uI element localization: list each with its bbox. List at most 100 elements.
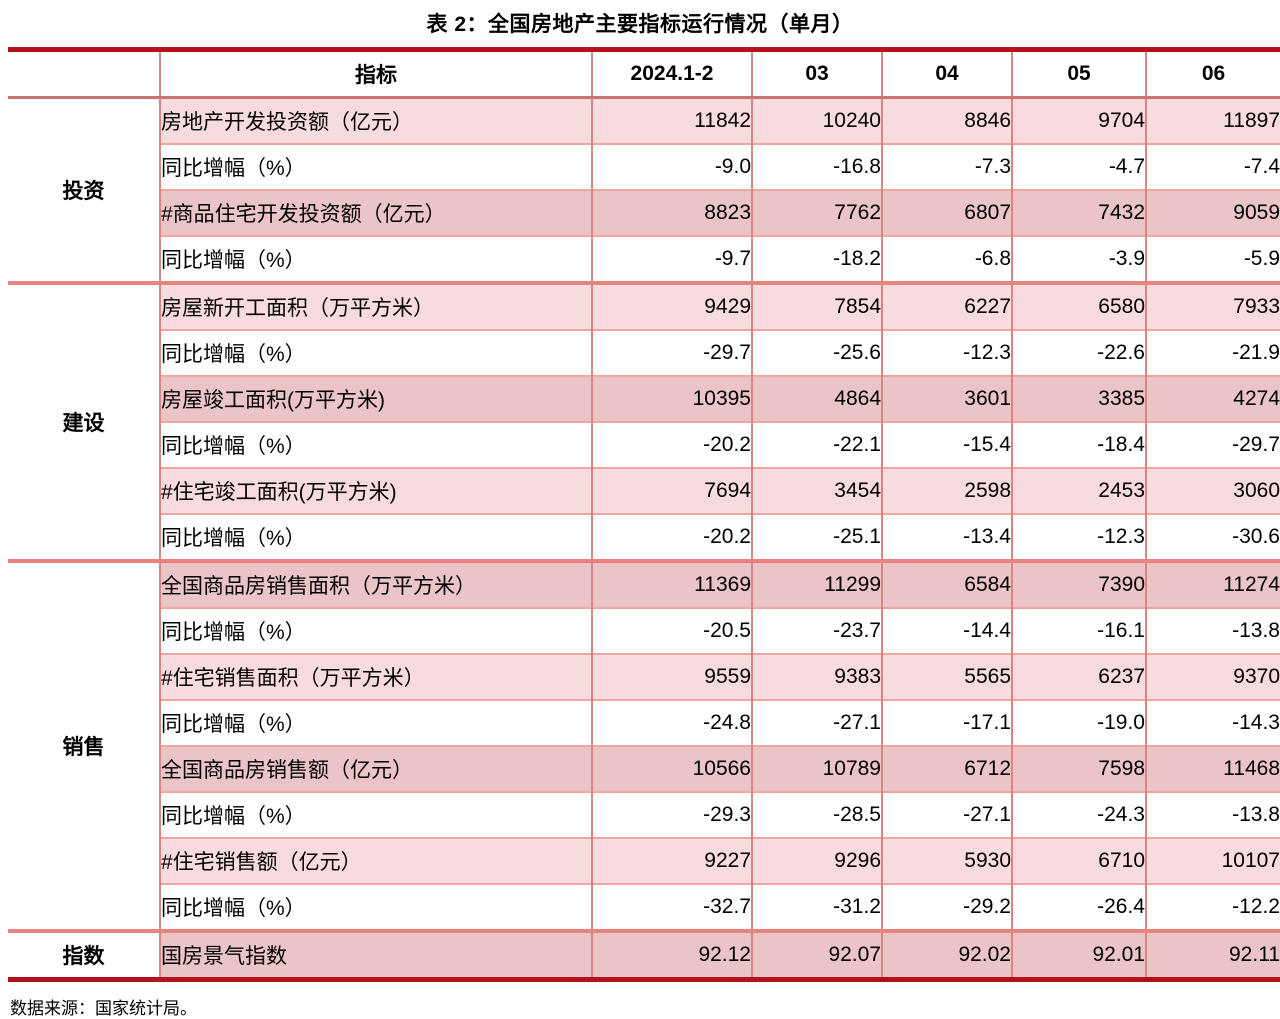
cell-value: 7432 [1011,189,1146,236]
cell-value: 92.01 [1011,931,1146,980]
cell-value: 9559 [591,653,752,700]
cell-value: 3060 [1145,467,1280,514]
cell-value: -18.2 [751,235,882,283]
cell-value: 10240 [751,97,882,144]
row-label: #住宅竣工面积(万平方米) [159,467,592,514]
cell-value: -29.7 [591,329,752,376]
cell-value: 10566 [591,745,752,792]
table-row: 建设 房屋新开工面积（万平方米） 9429 7854 6227 6580 7933 [8,283,1280,561]
cell-value: 11468 [1145,745,1280,792]
cell-value: 10789 [751,745,882,792]
cell-value: -29.3 [591,791,752,838]
cell-value: 9227 [591,837,752,884]
cell-value: -12.3 [881,329,1012,376]
row-label: 同比增幅（%） [159,607,592,654]
cell-value: -13.4 [881,513,1012,561]
cell-value: -18.4 [1011,421,1146,468]
cell-value: -23.7 [751,607,882,654]
cell-value: 2453 [1011,467,1146,514]
table-row: #住宅竣工面积(万平方米) 7694 3454 2598 2453 3060 [8,467,1280,514]
row-group: 建设 房屋新开工面积（万平方米） 9429 7854 6227 6580 7933 同比增幅（… [8,283,1280,561]
row-label: 同比增幅（%） [159,235,592,283]
header-cell-period: 05 [1011,49,1146,99]
cell-value: 7390 [1011,561,1146,608]
cell-value: 6807 [881,189,1012,236]
row-label: #住宅销售面积（万平方米） [159,653,592,700]
cell-value: 3601 [881,375,1012,422]
table-row: 销售 全国商品房销售面积（万平方米） 11369 11299 6584 7390 11274 [8,561,1280,931]
cell-value: 6710 [1011,837,1146,884]
cell-value: 9429 [591,283,752,330]
cell-value: -26.4 [1011,883,1146,931]
table-title: 表 2：全国房地产主要指标运行情况（单月） [426,13,854,36]
cell-value: -7.3 [881,143,1012,190]
cell-value: 11842 [591,97,752,144]
cell-value: 10395 [591,375,752,422]
cell-value: -27.1 [751,699,882,746]
table-row: 同比增幅（%） -29.7 -25.6 -12.3 -22.6 -21.9 [8,329,1280,376]
row-label: 同比增幅（%） [159,421,592,468]
cell-value: -28.5 [751,791,882,838]
cell-value: -29.7 [1145,421,1280,468]
table-header: 指标 2024.1-2 03 04 05 06 [8,49,1280,99]
cell-value: -19.0 [1011,699,1146,746]
table-row: #住宅销售面积（万平方米） 9559 9383 5565 6237 9370 [8,653,1280,700]
cell-value: -7.4 [1145,143,1280,190]
header-cell-period: 06 [1145,49,1280,99]
cell-value: 5930 [881,837,1012,884]
cell-value: 92.07 [751,931,882,980]
table-row: #商品住宅开发投资额（亿元） 8823 7762 6807 7432 9059 [8,189,1280,236]
cell-value: 7854 [751,283,882,330]
cell-value: 6580 [1011,283,1146,330]
table-row: 同比增幅（%） -9.7 -18.2 -6.8 -3.9 -5.9 [8,235,1280,283]
cell-value: -13.8 [1145,791,1280,838]
cell-value: -22.6 [1011,329,1146,376]
row-label: 同比增幅（%） [159,699,592,746]
cell-value: -12.2 [1145,883,1280,931]
cell-value: -25.1 [751,513,882,561]
table-row: #住宅销售额（亿元） 9227 9296 5930 6710 10107 [8,837,1280,884]
table-row: 同比增幅（%） -29.3 -28.5 -27.1 -24.3 -13.8 [8,791,1280,838]
cell-value: 9296 [751,837,882,884]
table-row: 同比增幅（%） -20.5 -23.7 -14.4 -16.1 -13.8 [8,607,1280,654]
cell-value: 11897 [1145,97,1280,144]
source-note: 数据来源：国家统计局。 [10,999,197,1018]
cell-value: 4274 [1145,375,1280,422]
cell-value: -14.3 [1145,699,1280,746]
cell-value: 7694 [591,467,752,514]
row-label: 房地产开发投资额（亿元） [159,97,592,144]
cell-value: 9383 [751,653,882,700]
cell-value: 7762 [751,189,882,236]
cell-value: 5565 [881,653,1012,700]
cell-value: -24.8 [591,699,752,746]
row-label: 同比增幅（%） [159,143,592,190]
cell-value: -17.1 [881,699,1012,746]
cell-value: -4.7 [1011,143,1146,190]
cell-value: 6237 [1011,653,1146,700]
indicator-table: 指标 2024.1-2 03 04 05 06 投资 房地产开发投资额（亿元） 11… [8,47,1280,982]
cell-value: 2598 [881,467,1012,514]
row-group: 指数 国房景气指数 92.12 92.07 92.02 92.01 92.11 [8,931,1280,980]
table-row: 全国商品房销售额（亿元） 10566 10789 6712 7598 11468 [8,745,1280,792]
cell-value: 8823 [591,189,752,236]
cell-value: -21.9 [1145,329,1280,376]
cell-value: -20.2 [591,421,752,468]
cell-value: -29.2 [881,883,1012,931]
cell-value: -5.9 [1145,235,1280,283]
row-label: 房屋竣工面积(万平方米) [159,375,592,422]
cell-value: 9059 [1145,189,1280,236]
row-label: 同比增幅（%） [159,883,592,931]
table-row: 投资 房地产开发投资额（亿元） 11842 10240 8846 9704 11897 [8,97,1280,283]
cell-value: -24.3 [1011,791,1146,838]
cell-value: 9370 [1145,653,1280,700]
cell-value: -31.2 [751,883,882,931]
cell-value: -3.9 [1011,235,1146,283]
cell-value: 92.02 [881,931,1012,980]
cell-value: 10107 [1145,837,1280,884]
row-label: 国房景气指数 [159,931,592,980]
row-label: 全国商品房销售面积（万平方米） [159,561,592,608]
header-cell-empty [8,49,160,99]
group-label: 指数 [8,931,160,980]
row-label: #商品住宅开发投资额（亿元） [159,189,592,236]
